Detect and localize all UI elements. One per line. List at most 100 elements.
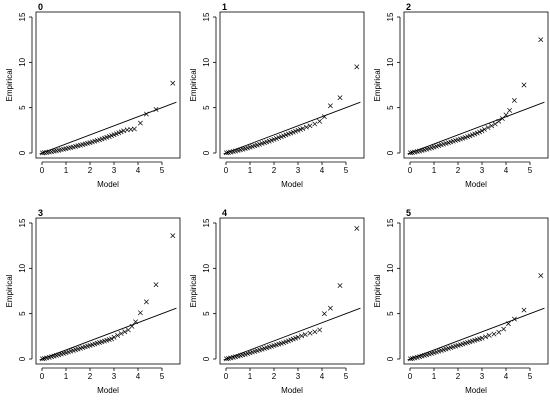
panel-4-y-axis-label: Empirical (189, 274, 198, 307)
panel-0-point (143, 111, 149, 117)
panel-1-point (303, 124, 309, 130)
panel-0-x-tick-label: 3 (112, 166, 117, 175)
panel-5-point (511, 316, 517, 322)
panel-5-x-axis-label: Model (465, 386, 487, 395)
panel-4-x-tick-label: 2 (272, 372, 277, 381)
panel-1-x-tick-label: 2 (272, 166, 277, 175)
panel-4-y-tick-label: 0 (202, 356, 211, 361)
panel-0-y-tick-label: 5 (18, 105, 27, 110)
panel-3-point (118, 331, 124, 337)
panel-2-x-tick-label: 1 (432, 166, 437, 175)
panel-4-y-tick-label: 5 (202, 311, 211, 316)
panel-1-frame (219, 11, 365, 159)
panel-1-y-tick-label: 0 (202, 150, 211, 155)
panel-4-point (337, 283, 343, 289)
panel-5-point (521, 307, 527, 313)
panel-3: 3 0 1 2 3 4 5 Model 0 5 10 15 Empirical (5, 208, 181, 395)
panel-2-frame (403, 11, 549, 159)
panel-0: 0 0 1 2 3 4 5 Model 0 5 10 15 Empirical (5, 2, 181, 189)
panel-2-point (485, 125, 491, 131)
panel-5-x-tick-label: 3 (480, 372, 485, 381)
panel-4-y-tick-label: 15 (202, 218, 211, 227)
panel-3-x-tick-label: 5 (160, 372, 165, 381)
panel-3-point (115, 332, 121, 338)
panel-5-point (486, 332, 492, 338)
panel-4-x-tick-label: 1 (248, 372, 253, 381)
panel-1-x-axis-label: Model (281, 180, 303, 189)
panel-4-frame (219, 217, 365, 365)
panel-3-point (133, 319, 139, 325)
panel-1-reference-line (223, 101, 361, 155)
panel-3-point (122, 329, 128, 335)
panel-2-point (492, 121, 498, 127)
panel-3-y-tick-label: 15 (18, 218, 27, 227)
panel-2-reference-line (407, 101, 545, 155)
panel-5-x-tick-label: 1 (432, 372, 437, 381)
panel-5-x-tick-label: 2 (456, 372, 461, 381)
panel-5-point (505, 321, 511, 327)
panel-5-x-tick-label: 5 (528, 372, 533, 381)
panel-1-point (354, 64, 360, 70)
panel-3-x-tick-label: 1 (64, 372, 69, 381)
panel-2-point (479, 128, 485, 134)
panel-0-x-tick-label: 5 (160, 166, 165, 175)
panel-3-y-axis-label: Empirical (5, 274, 14, 307)
panel-3-y-tick-label: 5 (18, 311, 27, 316)
panel-5-y-tick-label: 15 (386, 218, 395, 227)
panel-1-point (312, 121, 318, 127)
panel-4-point (302, 332, 308, 337)
panel-1-x-tick-label: 1 (248, 166, 253, 175)
panel-2: 2 0 1 2 3 4 5 Model 0 5 10 15 Empirical (373, 2, 549, 189)
panel-3-title: 3 (38, 208, 43, 218)
panel-2-y-tick-label: 10 (386, 57, 395, 66)
panel-4-point (307, 330, 313, 336)
panel-5-point (496, 329, 502, 335)
panel-5-y-tick-label: 5 (386, 311, 395, 316)
panel-3-x-tick-label: 3 (112, 372, 117, 381)
panel-3-point (137, 310, 143, 316)
panel-0-y-tick-label: 0 (18, 150, 27, 155)
panel-1-point (300, 126, 306, 131)
panel-4-point (312, 329, 318, 335)
panel-4-point (321, 311, 327, 317)
panel-2-point (474, 130, 480, 136)
panel-0-y-tick-label: 15 (18, 12, 27, 21)
panel-1-x-tick-label: 0 (224, 166, 229, 175)
panel-4-y-tick-label: 10 (202, 263, 211, 272)
panel-2-x-tick-label: 5 (528, 166, 533, 175)
panel-4-point (295, 334, 301, 340)
panel-3-point (111, 334, 117, 340)
panel-0-x-tick-label: 0 (40, 166, 45, 175)
panel-4: 4 0 1 2 3 4 5 Model 0 5 10 15 Empirical (189, 208, 365, 395)
panel-2-y-tick-label: 0 (386, 150, 395, 155)
panel-2-y-tick-label: 5 (386, 105, 395, 110)
panel-3-frame (35, 217, 181, 365)
panel-1-y-tick-label: 15 (202, 12, 211, 21)
panel-0-x-tick-label: 1 (64, 166, 69, 175)
panel-2-x-tick-label: 3 (480, 166, 485, 175)
panel-3-x-tick-label: 4 (136, 372, 141, 381)
panel-0-title: 0 (38, 2, 43, 12)
panel-2-point (496, 118, 502, 124)
panel-3-reference-line (39, 307, 177, 361)
panel-4-title: 4 (222, 208, 227, 218)
panel-2-point (489, 123, 495, 129)
panel-3-x-tick-label: 2 (88, 372, 93, 381)
panel-2-point (521, 82, 527, 88)
panel-3-point (129, 323, 135, 329)
panel-2-x-tick-label: 4 (504, 166, 509, 175)
panel-5-point (483, 334, 489, 340)
panel-0-point (153, 107, 159, 112)
panel-3-x-axis-label: Model (97, 386, 119, 395)
panel-5-y-tick-label: 0 (386, 356, 395, 361)
panel-4-x-tick-label: 3 (296, 372, 301, 381)
panel-0-point (121, 128, 127, 134)
panel-0-reference-line (39, 101, 177, 155)
panel-4-point (354, 225, 360, 231)
panel-5-point (479, 335, 485, 341)
panel-1-y-axis-label: Empirical (189, 68, 198, 101)
panel-3-point (143, 299, 149, 305)
panel-0-point (137, 120, 143, 126)
panel-1-y-tick-label: 10 (202, 57, 211, 66)
